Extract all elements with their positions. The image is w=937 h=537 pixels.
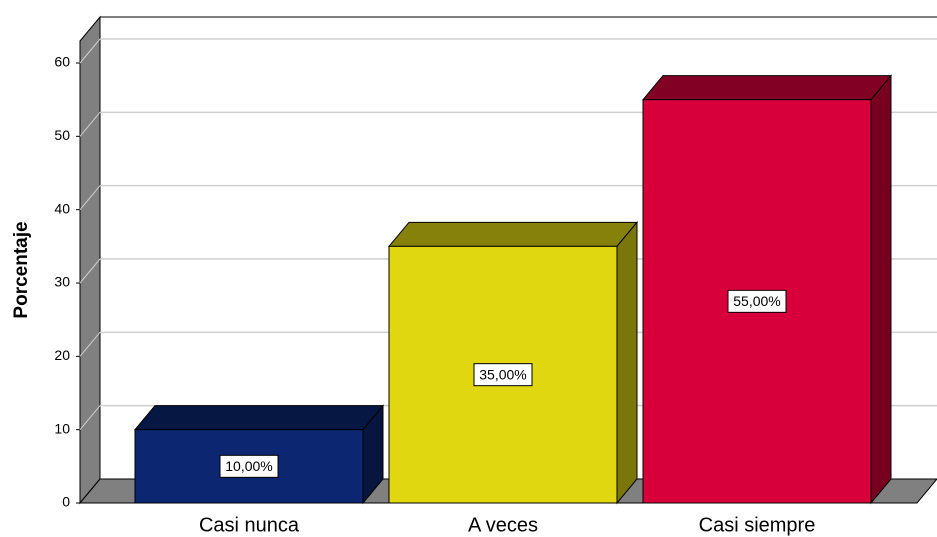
y-tick-label: 30	[54, 274, 70, 290]
y-tick-label: 50	[54, 127, 70, 143]
y-tick-label: 0	[62, 494, 70, 510]
wall-grid	[79, 185, 101, 210]
value-label: 10,00%	[225, 458, 272, 474]
wall-grid	[79, 332, 101, 357]
value-label: 35,00%	[479, 366, 526, 382]
x-tick-label: A veces	[468, 514, 538, 536]
x-tick-label: Casi nunca	[199, 514, 300, 536]
bar-top	[133, 405, 385, 431]
bar-side	[870, 74, 892, 505]
wall-grid	[79, 112, 101, 137]
value-label-box	[219, 454, 279, 478]
bar	[133, 404, 385, 505]
x-tick-label: Casi siempre	[699, 514, 816, 536]
value-label-box	[727, 289, 787, 313]
bar-top	[387, 221, 639, 247]
bar-top	[641, 75, 893, 101]
y-tick-label: 60	[54, 54, 70, 70]
y-tick-label: 10	[54, 420, 70, 436]
y-axis-title: Porcentaje	[11, 221, 32, 318]
wall-grid	[79, 405, 101, 430]
wall-grid	[79, 38, 101, 64]
y-tick-label: 40	[54, 200, 70, 216]
bar	[387, 220, 639, 505]
y-tick-label: 20	[54, 347, 70, 363]
left-wall	[79, 15, 101, 505]
wall-grid	[79, 258, 101, 284]
bar-side	[616, 220, 638, 505]
value-label-box	[473, 363, 533, 387]
value-label: 55,00%	[733, 293, 780, 309]
bar	[641, 74, 893, 505]
